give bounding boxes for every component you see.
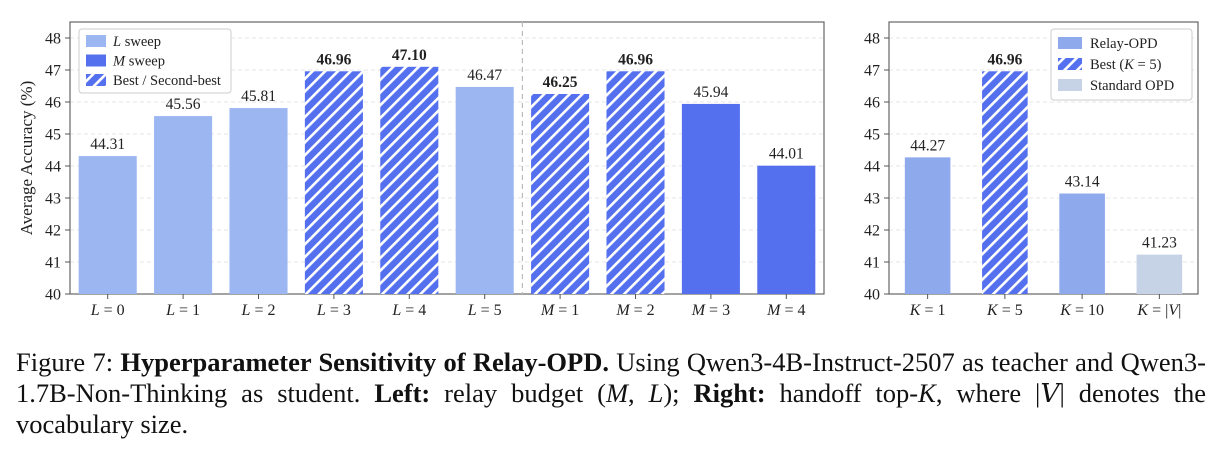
left-bar-5	[455, 86, 514, 295]
caption-right-label: Right:	[693, 378, 766, 408]
left-bar-2	[229, 108, 288, 294]
right-bar-value-label-2: 43.14	[1065, 174, 1100, 191]
caption-text-6: | denotes the vocabulary size.	[16, 378, 1207, 439]
left-bar-8	[681, 103, 740, 294]
left-legend-swatch-0	[86, 35, 106, 47]
right-bar-1	[982, 71, 1028, 294]
left-bar-value-label-4: 47.10	[392, 47, 427, 64]
figure-caption: Figure 7: Hyperparameter Sensitivity of …	[16, 347, 1206, 440]
left-xtick-label-0: L = 0	[90, 302, 125, 319]
left-legend: L sweep M sweep Best / Second-best	[78, 28, 232, 94]
right-bar-value-label-3: 41.23	[1142, 235, 1177, 252]
left-xtick-label-8: M = 3	[691, 302, 730, 319]
left-bar-value-label-6: 46.25	[543, 74, 578, 91]
right-bar-value-label-0: 44.27	[910, 137, 945, 154]
left-ylabel: Average Accuracy (%)	[17, 81, 36, 235]
caption-var-v: V	[1040, 378, 1060, 409]
left-bar-1	[154, 116, 213, 294]
left-chart-relay-budget: 40 41 42 43 44 45 46 47 48 Average Accuracy (%) 44…	[17, 21, 825, 319]
left-xtick-label-6: M = 1	[540, 302, 579, 319]
caption-title: Hyperparameter Sensitivity of Relay-OPD.	[120, 347, 609, 377]
right-legend-label-1: Best (K = 5)	[1090, 57, 1162, 73]
right-axes-frame	[888, 21, 1199, 295]
caption-left-label: Left:	[374, 378, 431, 408]
right-legend-swatch-1	[1058, 58, 1082, 70]
right-bar-value-label-1: 46.96	[987, 51, 1022, 68]
left-bar-6	[531, 94, 590, 294]
left-legend-label-2: Best / Second-best	[113, 73, 221, 89]
caption-text-3: );	[663, 378, 694, 408]
left-xtick-label-2: L = 2	[241, 302, 276, 319]
right-xtick-label-3: K = |V|	[1136, 302, 1181, 319]
left-ytick-label: 45	[45, 127, 61, 144]
left-xtick-label-5: L = 5	[467, 302, 502, 319]
caption-text-4: handoff top-	[765, 378, 919, 408]
right-xtick-label-2: K = 10	[1059, 302, 1104, 319]
caption-var-l: L	[648, 378, 664, 408]
right-bar-0	[904, 157, 951, 294]
left-bar-value-label-7: 46.96	[618, 51, 653, 68]
left-bar-7	[606, 71, 665, 294]
left-legend-label-0: L sweep	[112, 34, 161, 50]
left-bar-value-label-8: 45.94	[693, 84, 728, 101]
left-ytick-label: 41	[45, 255, 61, 272]
right-ytick-label: 46	[864, 95, 880, 112]
left-xtick-label-1: L = 1	[165, 302, 200, 319]
left-xtick-label-4: L = 4	[391, 302, 426, 319]
left-ytick-label: 42	[45, 223, 61, 240]
left-ytick-label: 44	[45, 159, 61, 176]
left-xtick-label-9: M = 4	[766, 302, 805, 319]
left-bar-3	[304, 71, 363, 294]
left-legend-label-1: M sweep	[112, 54, 165, 70]
right-ytick-label: 47	[864, 63, 880, 80]
left-bar-9	[757, 165, 816, 294]
right-ytick-label: 41	[864, 255, 880, 272]
right-bar-2	[1059, 193, 1105, 294]
right-ytick-label: 48	[864, 31, 880, 48]
left-ytick-label: 47	[45, 63, 61, 80]
right-legend-label-2: Standard OPD	[1090, 78, 1174, 94]
left-bar-value-label-9: 44.01	[769, 146, 804, 163]
left-bar-value-label-5: 46.47	[467, 67, 502, 84]
right-legend-swatch-0	[1058, 37, 1082, 49]
left-xtick-label-7: M = 2	[615, 302, 654, 319]
right-ytick-label: 42	[864, 223, 880, 240]
left-bar-value-label-3: 46.96	[316, 51, 351, 68]
left-legend-swatch-1	[86, 54, 106, 67]
left-axes-frame	[69, 21, 825, 295]
left-bar-0	[78, 156, 137, 294]
left-ytick-label: 40	[45, 287, 61, 304]
left-legend-frame	[78, 28, 232, 94]
left-xtick-label-3: L = 3	[316, 302, 351, 319]
left-ytick-label: 43	[45, 191, 61, 208]
caption-comma: ,	[628, 378, 649, 408]
left-bar-4	[380, 66, 439, 294]
caption-text-1: Using Qwen3-4B-Instruct-2507 as teacher …	[16, 347, 1206, 408]
left-ytick-label: 48	[45, 31, 61, 48]
left-bar-value-label-2: 45.81	[241, 88, 276, 105]
caption-text-2: relay budget (	[430, 378, 606, 408]
caption-var-k: K	[918, 378, 936, 408]
right-ytick-label: 44	[864, 159, 880, 176]
right-chart-handoff-top-k: 40 41 42 43 44 45 46 47 48 44.27 K = 1 46.96 K = 5 43…	[864, 21, 1199, 319]
caption-text-5: , where |	[935, 378, 1041, 408]
left-bar-value-label-0: 44.31	[90, 136, 125, 153]
right-xtick-label-0: K = 1	[909, 302, 946, 319]
caption-prefix: Figure 7:	[16, 347, 121, 377]
right-ytick-label: 40	[864, 287, 880, 304]
figure-charts: 40 41 42 43 44 45 46 47 48 Average Accuracy (%) 44…	[17, 21, 1199, 319]
left-bar-value-label-1: 45.56	[166, 96, 201, 113]
left-ytick-label: 46	[45, 95, 61, 112]
right-ytick-label: 45	[864, 127, 880, 144]
right-bar-3	[1136, 254, 1183, 294]
right-legend: Relay-OPD Best (K = 5) Standard OPD	[1050, 28, 1193, 101]
caption-var-m: M	[605, 378, 629, 408]
left-legend-swatch-2	[86, 74, 106, 86]
right-legend-frame	[1050, 28, 1193, 101]
right-legend-swatch-2	[1058, 79, 1082, 91]
right-xtick-label-1: K = 5	[986, 302, 1023, 319]
right-ytick-label: 43	[864, 191, 880, 208]
right-legend-label-0: Relay-OPD	[1090, 36, 1158, 52]
